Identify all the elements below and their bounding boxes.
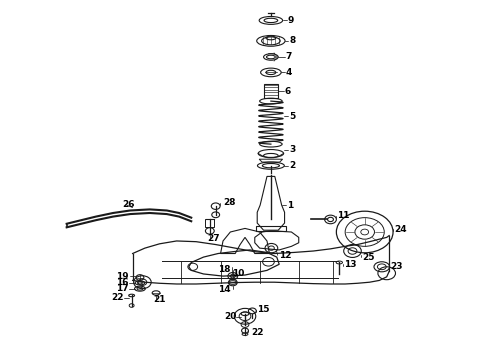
Text: 12: 12	[279, 251, 292, 260]
Text: 9: 9	[288, 16, 294, 25]
Text: 26: 26	[122, 200, 134, 209]
Text: 25: 25	[362, 253, 375, 262]
Text: 7: 7	[286, 53, 292, 62]
Text: 17: 17	[117, 284, 129, 293]
Bar	[205, 219, 214, 227]
Text: 19: 19	[117, 272, 129, 281]
Text: 23: 23	[391, 262, 403, 271]
Text: 16: 16	[117, 278, 129, 287]
Text: 3: 3	[290, 145, 295, 154]
Text: 21: 21	[154, 295, 166, 304]
Text: 24: 24	[394, 225, 407, 234]
Text: 11: 11	[337, 211, 350, 220]
Text: 6: 6	[285, 86, 291, 95]
Text: 10: 10	[232, 269, 244, 278]
Bar	[264, 84, 278, 98]
Text: 2: 2	[290, 161, 295, 170]
Text: 22: 22	[111, 293, 123, 302]
Text: 15: 15	[257, 305, 270, 314]
Text: 28: 28	[223, 198, 236, 207]
Text: 14: 14	[218, 284, 231, 293]
Text: 5: 5	[290, 112, 295, 121]
Text: 20: 20	[224, 312, 237, 321]
Text: 8: 8	[290, 36, 295, 45]
Text: 1: 1	[287, 201, 293, 210]
Text: 18: 18	[218, 265, 231, 274]
Text: 27: 27	[207, 234, 220, 243]
Text: 22: 22	[251, 328, 263, 337]
Text: 13: 13	[344, 260, 357, 269]
Text: 4: 4	[286, 68, 292, 77]
Bar	[256, 226, 286, 230]
